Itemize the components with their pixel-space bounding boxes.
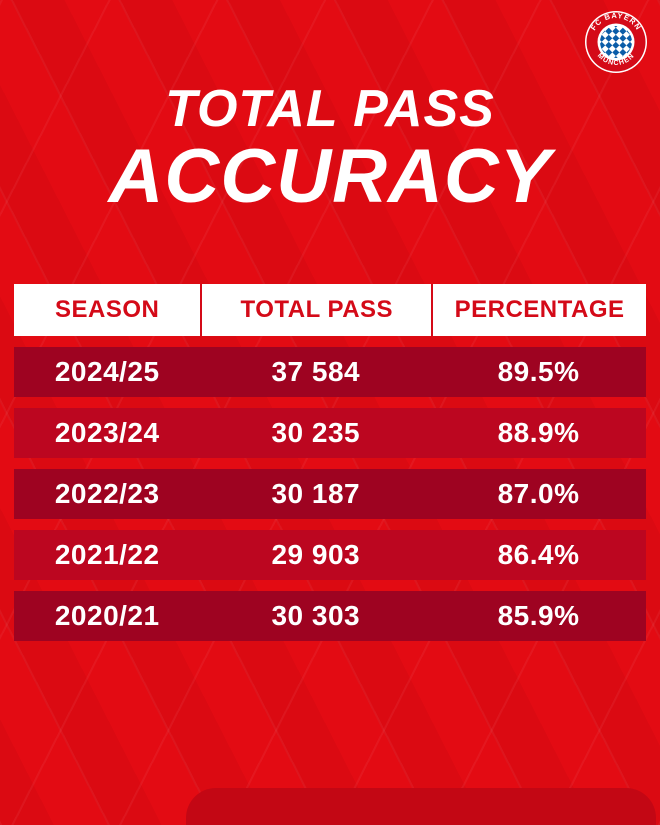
cell-total-pass: 37 584 [271, 356, 361, 387]
cell-total-pass: 30 303 [271, 600, 361, 631]
header-cell-season: SEASON [55, 296, 160, 323]
fc-bayern-crest-icon: FC BAYERN MÜNCHEN [585, 11, 647, 73]
title-line-2: ACCURACY [108, 133, 552, 219]
cell-percentage: 86.4% [497, 539, 580, 570]
header-cell-total-pass: TOTAL PASS [200, 284, 431, 336]
cell-season: 2022/23 [54, 478, 160, 509]
fc-bayern-logo: FC BAYERN MÜNCHEN [584, 10, 648, 74]
bottom-arch-shape [186, 788, 656, 825]
cell-percentage: 85.9% [497, 600, 580, 631]
cell-season: 2020/21 [54, 600, 160, 631]
table-row: 2024/25 37 584 89.5% [14, 347, 646, 397]
title-line-1: TOTAL PASS [165, 80, 495, 138]
table-row: 2021/22 29 903 86.4% [14, 530, 646, 580]
table-row: 2020/21 30 303 85.9% [14, 591, 646, 641]
cell-percentage: 87.0% [497, 478, 580, 509]
cell-percentage: 89.5% [497, 356, 580, 387]
cell-total-pass: 30 187 [271, 478, 361, 509]
table-header-row: SEASON TOTAL PASS PERCENTAGE [14, 284, 646, 336]
cell-season: 2023/24 [54, 417, 160, 448]
cell-percentage: 88.9% [497, 417, 580, 448]
cell-total-pass: 29 903 [271, 539, 361, 570]
cell-season: 2021/22 [54, 539, 160, 570]
header-cell-percentage: PERCENTAGE [431, 284, 646, 336]
table-row: 2022/23 30 187 87.0% [14, 469, 646, 519]
table-row: 2023/24 30 235 88.9% [14, 408, 646, 458]
title-block: TOTAL PASS ACCURACY [0, 82, 660, 215]
cell-season: 2024/25 [54, 356, 160, 387]
stats-table: SEASON TOTAL PASS PERCENTAGE 2024/25 37 … [14, 284, 646, 641]
cell-total-pass: 30 235 [271, 417, 361, 448]
